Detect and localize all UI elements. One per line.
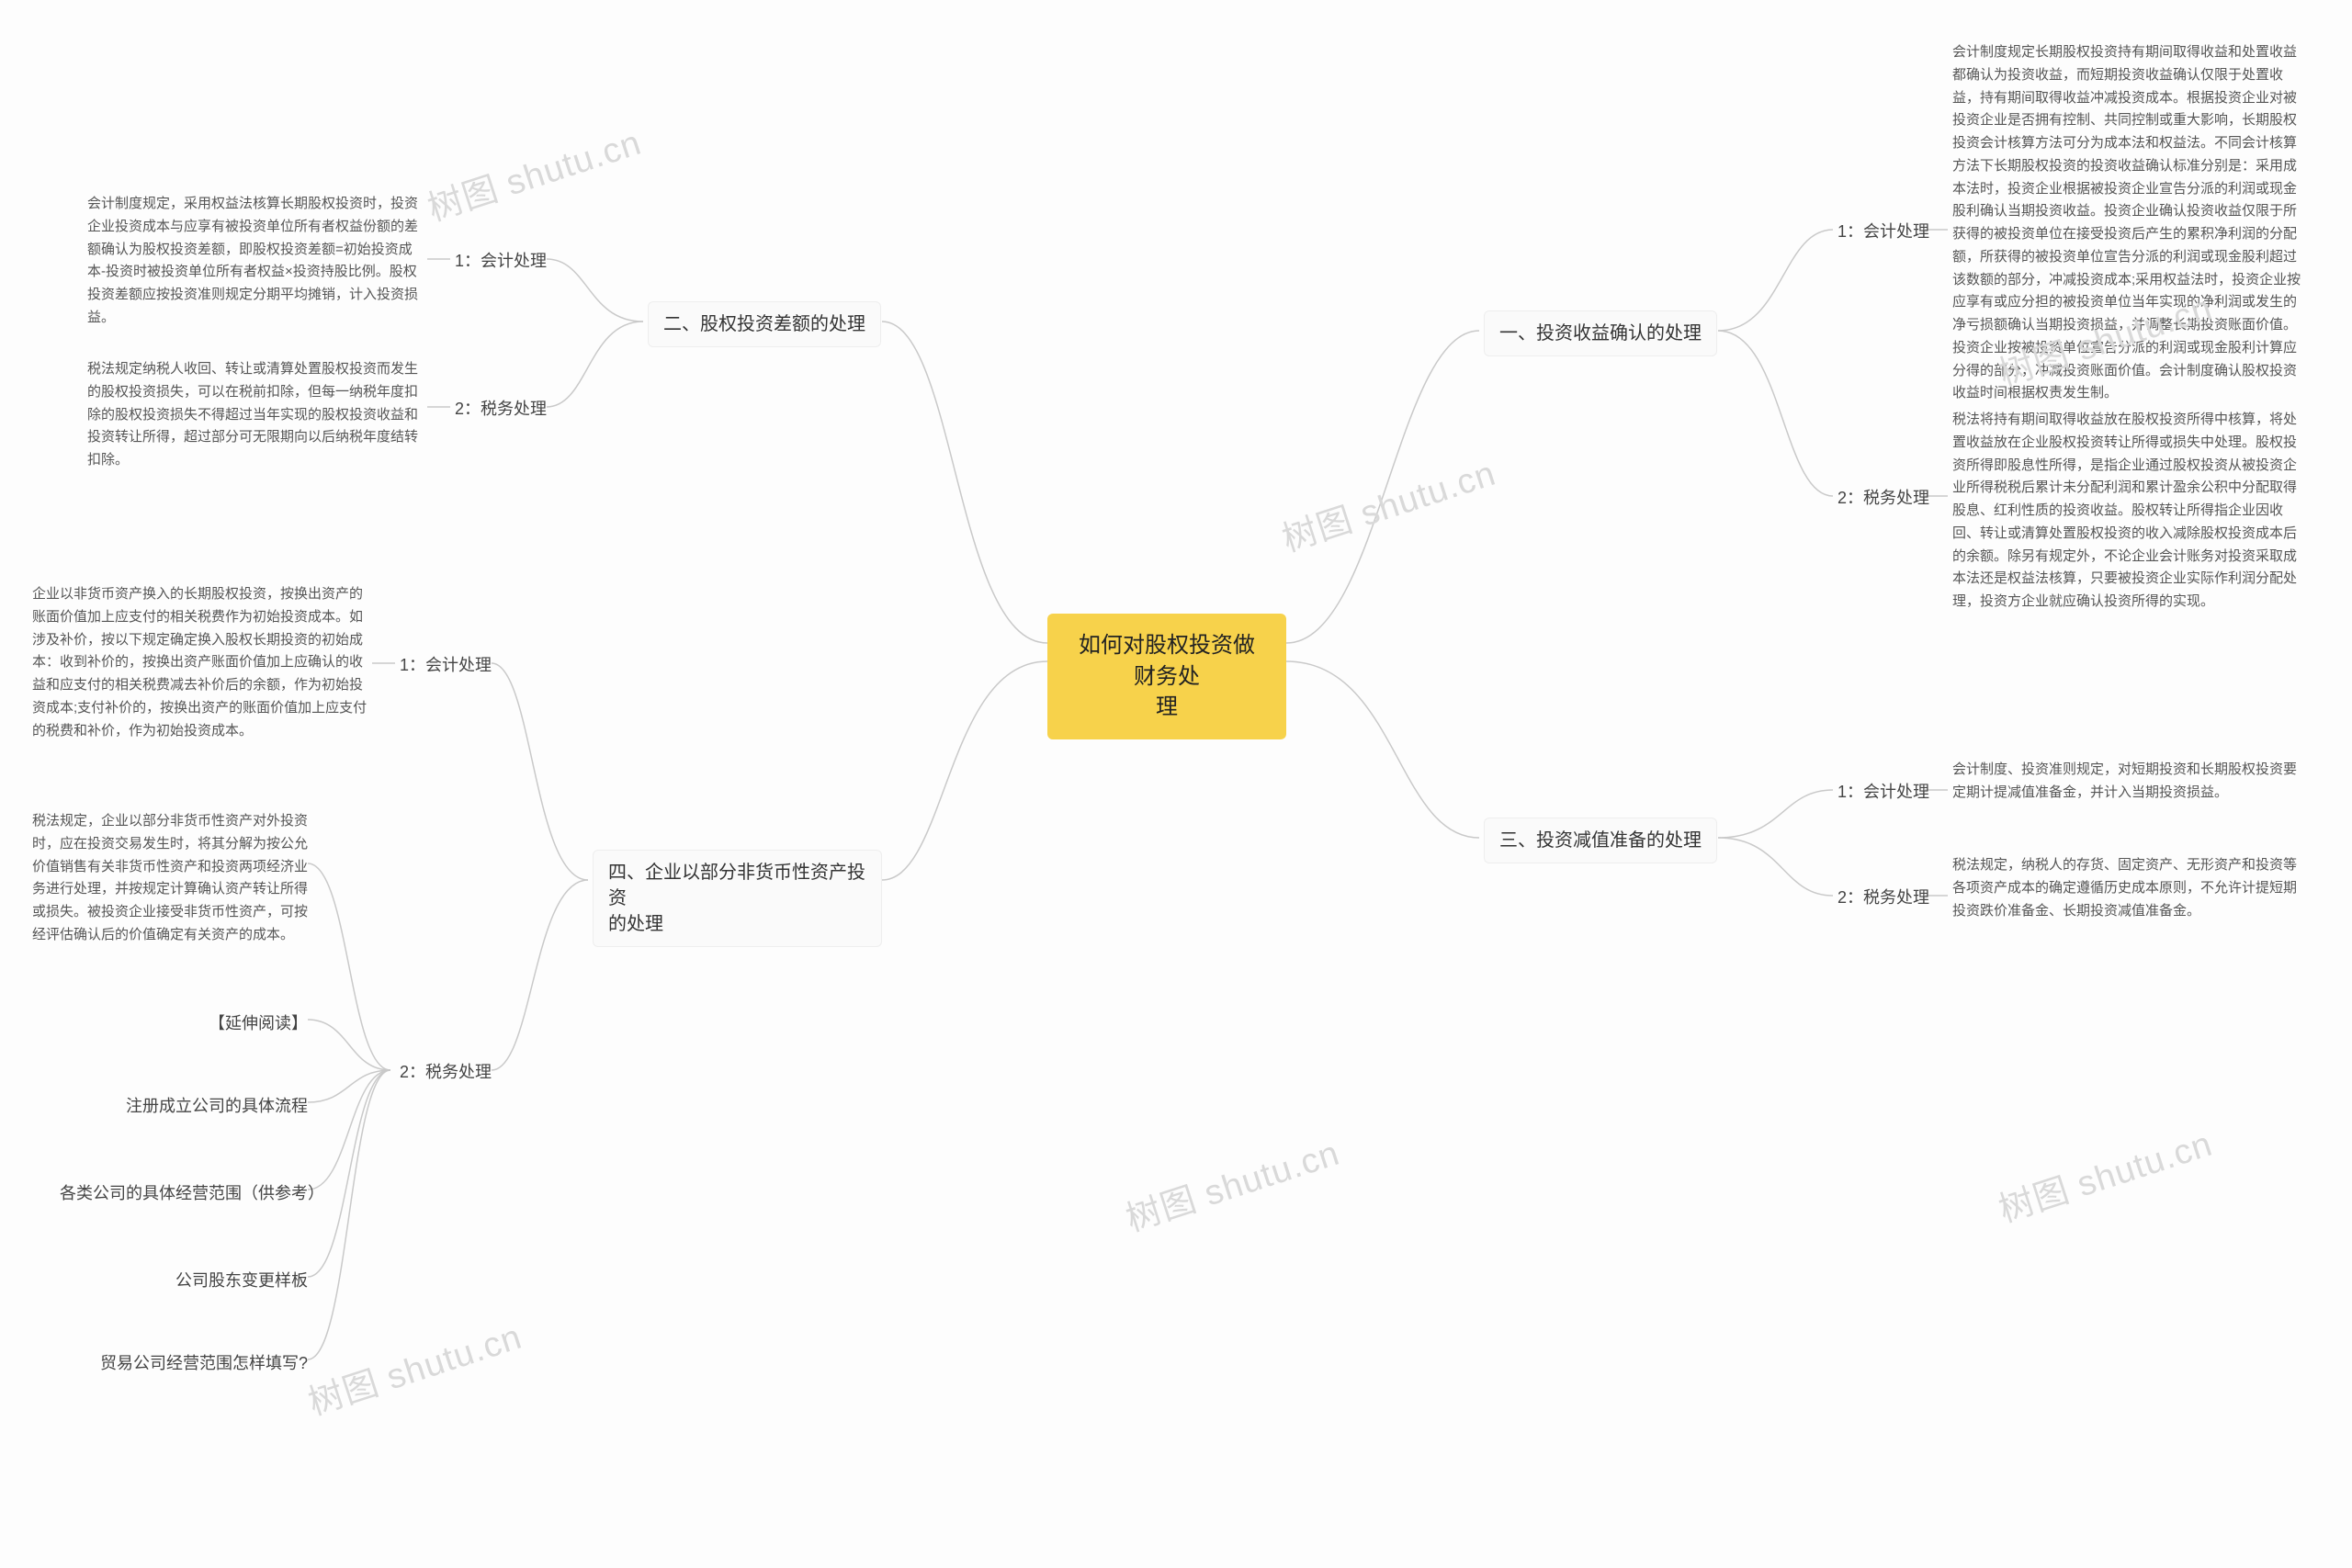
branch-r3-label: 三、投资减值准备的处理 — [1499, 830, 1702, 851]
watermark: 树图 shutu.cn — [420, 114, 646, 231]
branch-l2: 二、股权投资差额的处理 — [648, 301, 881, 347]
watermark: 树图 shutu.cn — [1118, 1124, 1344, 1241]
branch-r1: 一、投资收益确认的处理 — [1484, 310, 1717, 356]
branch-l2-label: 二、股权投资差额的处理 — [663, 314, 865, 334]
leaf-r1-2: 2：税务处理 — [1838, 485, 1929, 509]
desc-l2-2: 税法规定纳税人收回、转让或清算处置股权投资而发生的股权投资损失，可以在税前扣除，… — [87, 358, 423, 472]
sub-l4-0: 【延伸阅读】 — [198, 1010, 308, 1034]
sub-l4-1: 注册成立公司的具体流程 — [124, 1093, 308, 1117]
center-title-l1: 如何对股权投资做财务处 — [1079, 633, 1255, 689]
watermark: 树图 shutu.cn — [1991, 1115, 2217, 1232]
branch-r1-label: 一、投资收益确认的处理 — [1499, 323, 1702, 344]
leaf-l4-2: 2：税务处理 — [400, 1059, 492, 1083]
branch-l4-label-l1: 四、企业以部分非货币性资产投资 — [608, 863, 865, 908]
desc-r1-2: 税法将持有期间取得收益放在股权投资所得中核算，将处置收益放在企业股权投资转让所得… — [1952, 409, 2309, 614]
sub-l4-4: 贸易公司经营范围怎样填写? — [96, 1350, 308, 1374]
desc-l2-1: 会计制度规定，采用权益法核算长期股权投资时，投资企业投资成本与应享有被投资单位所… — [87, 193, 423, 330]
desc-r1-1: 会计制度规定长期股权投资持有期间取得收益和处置收益都确认为投资收益，而短期投资收… — [1952, 41, 2309, 405]
branch-l4-label-l2: 的处理 — [608, 914, 663, 934]
center-node: 如何对股权投资做财务处 理 — [1047, 614, 1286, 739]
leaf-l4-1: 1：会计处理 — [400, 652, 492, 676]
leaf-r3-1: 1：会计处理 — [1838, 779, 1929, 803]
leaf-l2-2: 2：税务处理 — [455, 396, 547, 420]
leaf-r1-1: 1：会计处理 — [1838, 219, 1929, 243]
watermark: 树图 shutu.cn — [300, 1308, 526, 1425]
branch-l4: 四、企业以部分非货币性资产投资 的处理 — [593, 850, 882, 947]
desc-l4-1: 企业以非货币资产换入的长期股权投资，按换出资产的账面价值加上应支付的相关税费作为… — [32, 583, 368, 742]
leaf-r3-2: 2：税务处理 — [1838, 885, 1929, 908]
sub-l4-2: 各类公司的具体经营范围（供参考） — [60, 1180, 308, 1204]
branch-r3: 三、投资减值准备的处理 — [1484, 818, 1717, 863]
center-title-l2: 理 — [1156, 694, 1178, 719]
desc-r3-1: 会计制度、投资准则规定，对短期投资和长期股权投资要定期计提减值准备金，并计入当期… — [1952, 759, 2309, 805]
leaf-l2-1: 1：会计处理 — [455, 248, 547, 272]
sub-l4-3: 公司股东变更样板 — [170, 1268, 308, 1292]
desc-r3-2: 税法规定，纳税人的存货、固定资产、无形资产和投资等各项资产成本的确定遵循历史成本… — [1952, 854, 2309, 922]
watermark: 树图 shutu.cn — [1274, 445, 1500, 561]
desc-l4-2: 税法规定，企业以部分非货币性资产对外投资时，应在投资交易发生时，将其分解为按公允… — [32, 810, 308, 947]
